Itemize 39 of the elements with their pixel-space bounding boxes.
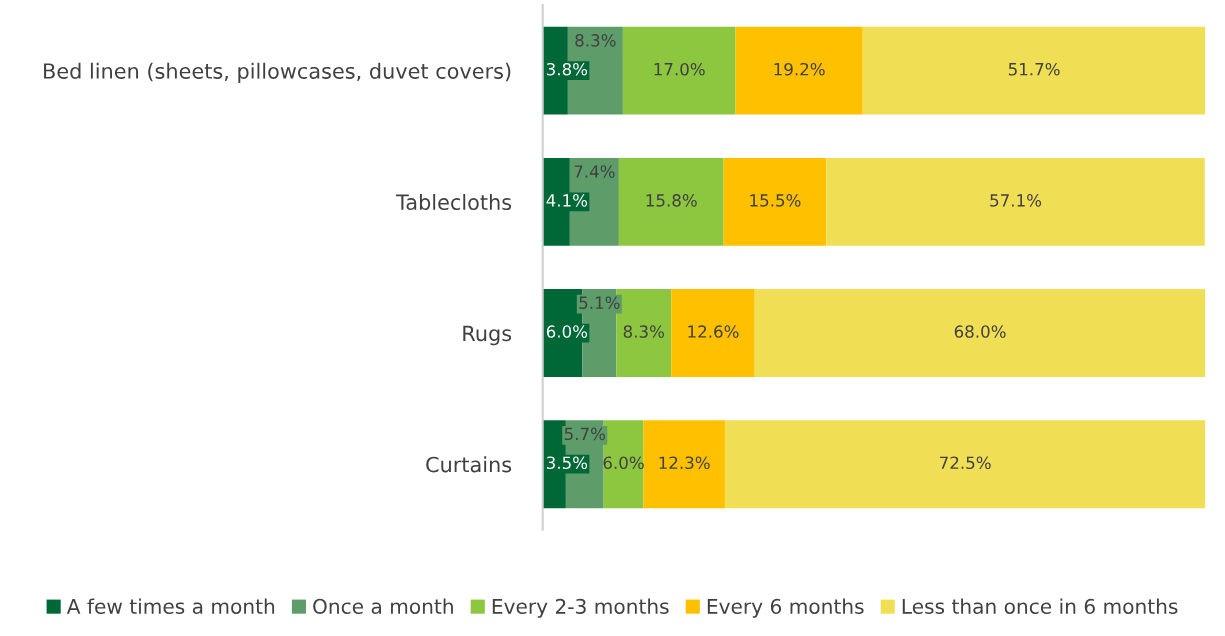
bar	[622, 26, 736, 115]
data-label: 3.8%	[546, 62, 588, 76]
data-label: 12.6%	[688, 325, 739, 338]
bar	[603, 420, 644, 509]
data-label: 57.1%	[990, 194, 1042, 207]
data-label: 72.5%	[940, 456, 991, 470]
y-tick-label: Tablecloths	[395, 193, 512, 211]
bar	[618, 157, 724, 246]
data-label: 7.4%	[574, 165, 615, 178]
data-label: 5.7%	[564, 427, 606, 441]
data-label: 8.3%	[623, 325, 664, 338]
y-tick-label: Curtains	[426, 456, 512, 473]
data-label: 17.0%	[654, 62, 705, 76]
y-tick-label: Bed linen (sheets, pillowcases, duvet covers)	[44, 62, 511, 83]
legend-label: Once a month	[313, 598, 453, 614]
data-label: 19.2%	[774, 62, 825, 76]
data-label: 3.5%	[546, 456, 588, 470]
bar	[723, 157, 827, 246]
data-label: 8.3%	[575, 34, 616, 47]
legend-label: A few times a month	[66, 598, 275, 614]
data-label: 5.1%	[579, 296, 620, 309]
bar	[643, 420, 725, 509]
data-label: 6.0%	[546, 325, 588, 338]
bar	[862, 26, 1206, 115]
bar	[735, 26, 863, 115]
data-label: 68.0%	[954, 325, 1006, 338]
legend-label: Less than once in 6 months	[902, 598, 1178, 614]
data-label: 15.5%	[750, 194, 801, 207]
bar	[671, 289, 755, 377]
data-label: 4.1%	[546, 194, 588, 207]
bar	[826, 157, 1205, 246]
data-label: 15.8%	[646, 194, 697, 207]
data-label: 12.3%	[659, 456, 710, 470]
legend-label: Every 2-3 months	[492, 598, 669, 618]
bar	[724, 420, 1206, 509]
legend-label: Every 6 months	[707, 598, 864, 618]
bar	[754, 289, 1206, 377]
data-label: 51.7%	[1008, 62, 1060, 76]
y-tick-label: Rugs	[463, 325, 512, 346]
